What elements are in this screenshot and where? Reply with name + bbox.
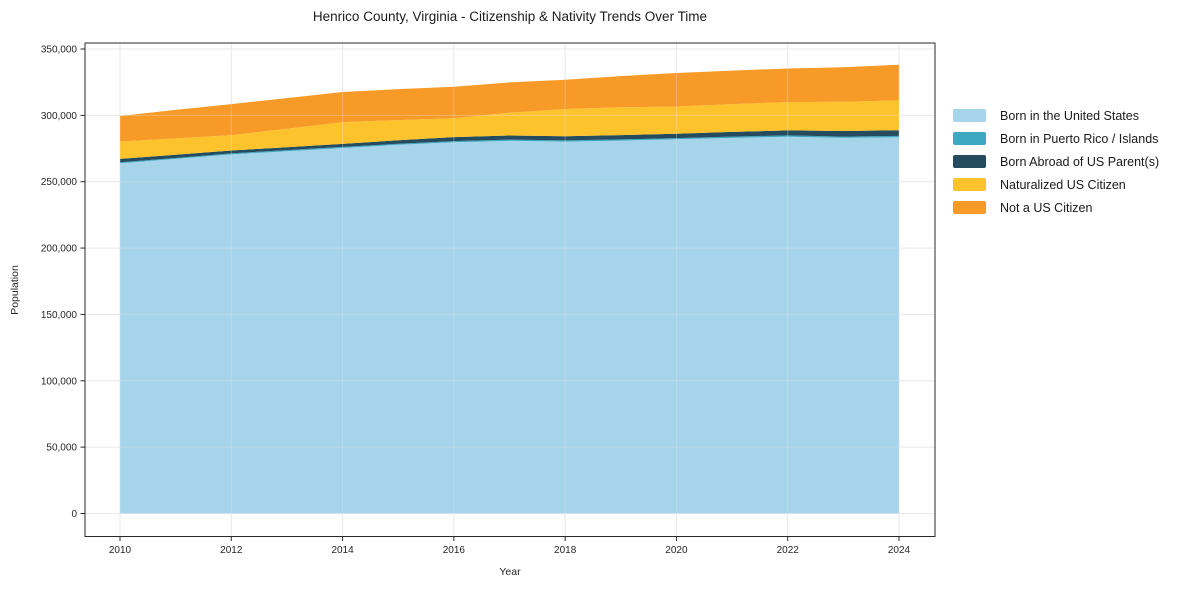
- x-tick-label: 2018: [554, 545, 577, 556]
- gridlines-overlay: [85, 43, 935, 537]
- x-tick-label: 2016: [443, 545, 466, 556]
- y-axis: 0 50,000 100,000 150,000 200,000 250,000 300,0…: [41, 45, 85, 520]
- legend-item: Born in the United States: [953, 104, 1159, 127]
- area-born-in-us: [120, 136, 899, 514]
- chart-title: Henrico County, Virginia - Citizenship &…: [312, 9, 708, 24]
- legend-label: Born Abroad of US Parent(s): [1000, 154, 1160, 169]
- x-tick-label: 2022: [777, 545, 800, 556]
- legend-label: Born in Puerto Rico / Islands: [1000, 131, 1159, 146]
- legend-swatch: [953, 178, 986, 191]
- x-tick-label: 2014: [331, 545, 354, 556]
- legend: Born in the United States Born in Puerto…: [953, 104, 1159, 219]
- legend-swatch: [953, 155, 986, 168]
- y-tick-label: 50,000: [46, 443, 77, 454]
- y-tick-label: 100,000: [41, 376, 78, 387]
- stacked-areas: [120, 64, 899, 514]
- legend-label: Naturalized US Citizen: [1000, 177, 1126, 192]
- legend-label: Not a US Citizen: [1000, 200, 1093, 215]
- x-axis-title: Year: [499, 566, 521, 578]
- y-tick-label: 350,000: [41, 45, 78, 56]
- legend-item: Naturalized US Citizen: [953, 173, 1159, 196]
- y-tick-label: 300,000: [41, 111, 78, 122]
- y-tick-label: 0: [71, 509, 77, 520]
- legend-item: Born in Puerto Rico / Islands: [953, 127, 1159, 150]
- plot-border: [84, 42, 936, 537]
- area-naturalized-us-citizen: [120, 100, 899, 159]
- legend-item: Born Abroad of US Parent(s): [953, 150, 1159, 173]
- y-tick-label: 150,000: [41, 310, 78, 321]
- legend-swatch: [953, 201, 986, 214]
- x-tick-label: 2024: [888, 545, 911, 556]
- y-tick-label: 200,000: [41, 244, 78, 255]
- legend-label: Born in the United States: [1000, 108, 1139, 123]
- x-tick-label: 2012: [220, 545, 243, 556]
- legend-swatch: [953, 109, 986, 122]
- legend-swatch: [953, 132, 986, 145]
- legend-item: Not a US Citizen: [953, 196, 1159, 219]
- x-axis: 2010 2012 2014 2016 2018 2020 2022 2024: [109, 536, 911, 556]
- y-tick-label: 250,000: [41, 177, 78, 188]
- area-born-abroad-us-parents: [120, 130, 899, 163]
- area-not-a-us-citizen: [120, 64, 899, 142]
- x-tick-label: 2010: [109, 545, 132, 556]
- x-tick-label: 2020: [665, 545, 688, 556]
